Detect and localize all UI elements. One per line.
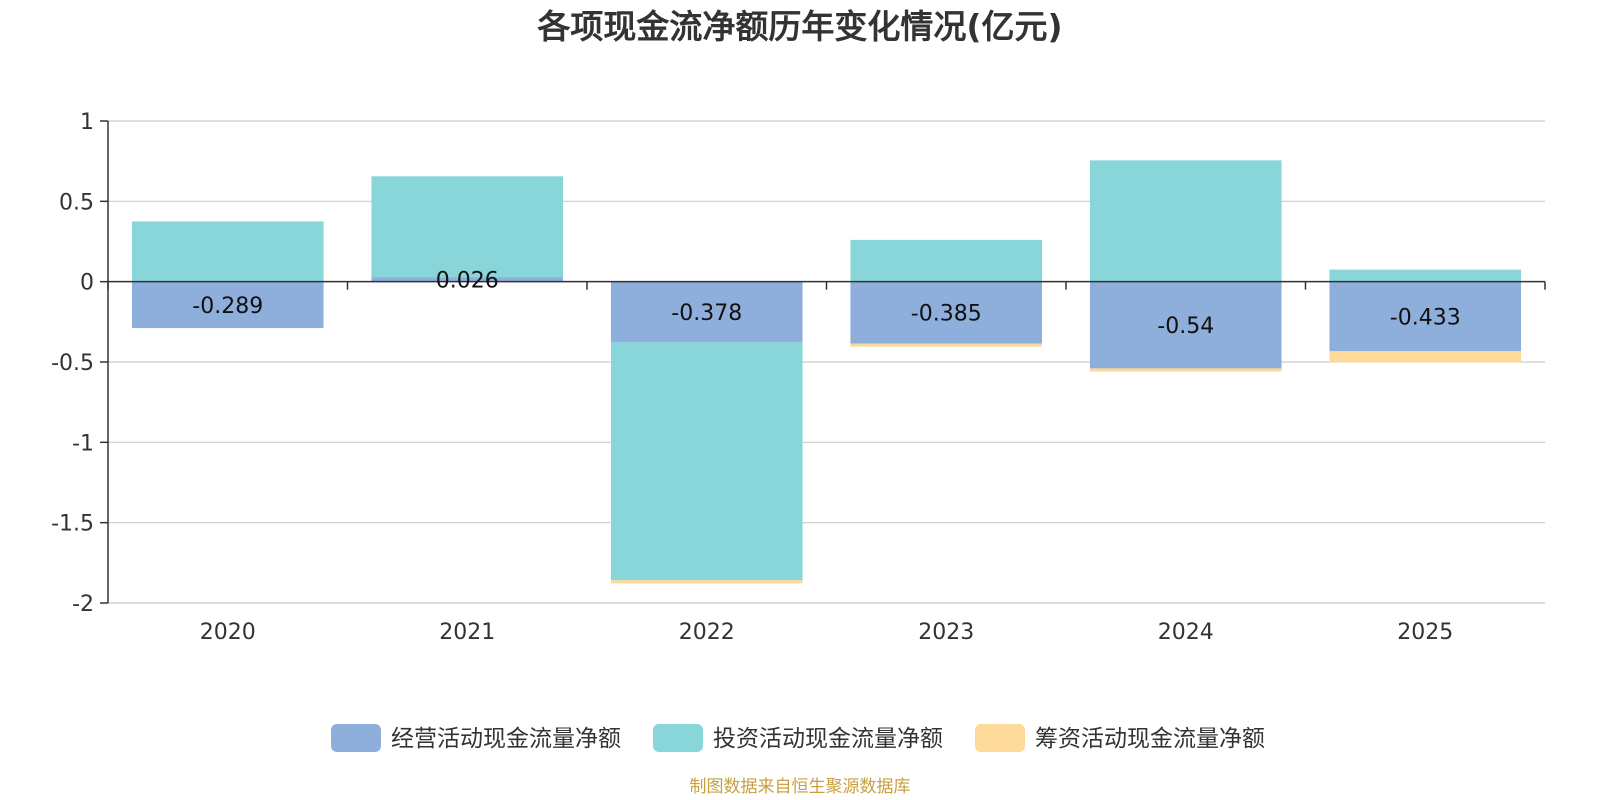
- x-tick-label: 2022: [679, 620, 735, 645]
- bar-2022-series-1: [610, 281, 803, 343]
- bar-2022-series-3: [610, 580, 803, 584]
- bar-2025-series-1: [1329, 281, 1522, 352]
- bars: [131, 160, 1522, 584]
- legend-swatch: [975, 724, 1025, 752]
- x-tick-label: 2025: [1397, 620, 1453, 645]
- legend-item-1[interactable]: 经营活动现金流量净额: [331, 724, 621, 752]
- bar-2020-series-1: [131, 281, 324, 329]
- bar-2023-series-3: [850, 343, 1043, 347]
- x-tick-label: 2024: [1158, 620, 1214, 645]
- legend-label: 经营活动现金流量净额: [391, 726, 621, 752]
- y-tick-label: -0.5: [51, 351, 94, 376]
- bar-2025-series-3: [1329, 351, 1522, 363]
- bar-2021-series-2: [371, 176, 564, 278]
- bar-2024-series-2: [1089, 160, 1282, 282]
- legend-swatch: [653, 724, 703, 752]
- bar-2025-series-2: [1329, 269, 1522, 282]
- y-tick-label: 0: [80, 271, 94, 296]
- y-tick-label: -1: [72, 431, 94, 456]
- bar-2021-series-1: [371, 277, 564, 282]
- y-tick-label: 0.5: [59, 190, 94, 215]
- chart-title: 各项现金流净额历年变化情况(亿元): [536, 7, 1062, 46]
- y-tick-label: -1.5: [51, 512, 94, 537]
- x-tick-label: 2023: [918, 620, 974, 645]
- data-label-2021: 0.026: [436, 269, 499, 294]
- axes: 1 0.5 0 -0.5 -1 -1.5 -2 2020 2021 2022 2023 2024 202…: [51, 110, 1546, 645]
- legend-label: 投资活动现金流量净额: [713, 726, 943, 752]
- x-tick-label: 2020: [200, 620, 256, 645]
- data-label-2023: -0.385: [911, 302, 982, 327]
- legend-item-3[interactable]: 筹资活动现金流量净额: [975, 724, 1265, 752]
- data-labels: -0.289 0.026 -0.378 -0.385 -0.54 -0.433: [192, 269, 1460, 339]
- bar-2022-series-2: [610, 342, 803, 581]
- data-label-2020: -0.289: [192, 294, 263, 319]
- legend-swatch: [331, 724, 381, 752]
- bar-2024-series-3: [1089, 368, 1282, 372]
- y-tick-label: 1: [80, 110, 94, 135]
- bar-2020-series-2: [131, 221, 324, 282]
- bar-2023-series-2: [850, 239, 1043, 282]
- data-label-2024: -0.54: [1157, 314, 1214, 339]
- data-label-2025: -0.433: [1390, 305, 1461, 330]
- source-note: 制图数据来自恒生聚源数据库: [690, 777, 911, 797]
- legend[interactable]: 经营活动现金流量净额 投资活动现金流量净额 筹资活动现金流量净额: [331, 724, 1265, 752]
- data-label-2022: -0.378: [671, 301, 742, 326]
- x-tick-label: 2021: [439, 620, 495, 645]
- bar-2024-series-1: [1089, 281, 1282, 369]
- legend-item-2[interactable]: 投资活动现金流量净额: [653, 724, 943, 752]
- bar-2023-series-1: [850, 281, 1043, 344]
- legend-label: 筹资活动现金流量净额: [1035, 726, 1265, 752]
- y-tick-label: -2: [72, 592, 94, 617]
